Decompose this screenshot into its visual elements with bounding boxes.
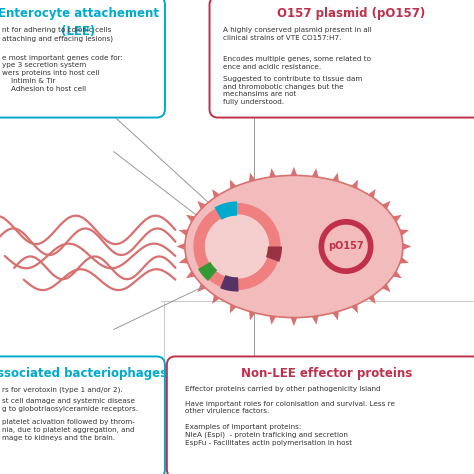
Polygon shape (214, 201, 237, 220)
Polygon shape (249, 173, 255, 182)
Polygon shape (332, 311, 339, 320)
Polygon shape (230, 304, 237, 313)
Text: Enterocyte attachement: Enterocyte attachement (0, 7, 159, 20)
Polygon shape (186, 215, 195, 222)
Polygon shape (291, 167, 297, 175)
Text: rs for verotoxin (type 1 and/or 2).: rs for verotoxin (type 1 and/or 2). (2, 386, 123, 393)
Text: O157 plasmid (pO157): O157 plasmid (pO157) (277, 7, 425, 20)
FancyBboxPatch shape (0, 356, 165, 474)
FancyBboxPatch shape (210, 0, 474, 118)
Polygon shape (382, 283, 391, 292)
Circle shape (319, 219, 374, 274)
Polygon shape (400, 229, 409, 236)
Polygon shape (368, 189, 375, 198)
Polygon shape (179, 229, 188, 236)
Polygon shape (319, 219, 374, 274)
Text: Suggested to contribute to tissue dam
and thromobotic changes but the
mechansims: Suggested to contribute to tissue dam an… (223, 76, 362, 105)
Polygon shape (176, 243, 185, 250)
Polygon shape (393, 215, 402, 222)
Polygon shape (179, 257, 188, 264)
Polygon shape (269, 316, 276, 325)
Polygon shape (212, 295, 219, 304)
Polygon shape (368, 295, 375, 304)
Polygon shape (400, 257, 409, 264)
Polygon shape (312, 316, 319, 325)
Text: Effector proteins carried by other pathogenicity island: Effector proteins carried by other patho… (185, 386, 381, 392)
Text: platelet acivation followed by throm-
nia, due to platelet aggregation, and
mage: platelet acivation followed by throm- ni… (2, 419, 135, 441)
FancyBboxPatch shape (167, 356, 474, 474)
Polygon shape (249, 311, 255, 320)
Polygon shape (403, 243, 411, 250)
Polygon shape (193, 203, 281, 290)
Polygon shape (332, 173, 339, 182)
Polygon shape (269, 168, 276, 177)
Polygon shape (220, 275, 238, 292)
Polygon shape (186, 271, 195, 278)
Text: st cell damage and systemic disease
g to globotriaosylceramide receptors.: st cell damage and systemic disease g to… (2, 398, 138, 412)
Text: pO157: pO157 (328, 241, 364, 252)
Text: Examples of important proteins:
NleA (EspI)  - protein traficking and secretion
: Examples of important proteins: NleA (Es… (185, 424, 352, 446)
Text: e most important genes code for:
ype 3 secretion system
wers proteins into host : e most important genes code for: ype 3 s… (2, 55, 123, 91)
Text: (LEE): (LEE) (61, 25, 95, 38)
Circle shape (205, 214, 269, 279)
Polygon shape (291, 318, 297, 326)
Polygon shape (382, 201, 391, 210)
Polygon shape (197, 201, 206, 210)
Polygon shape (197, 283, 206, 292)
Text: A highly conserved plasmid present in all
clinical strains of VTE CO157:H7.: A highly conserved plasmid present in al… (223, 27, 372, 41)
Polygon shape (212, 189, 219, 198)
Text: Have important roles for colonisation and survival. Less re
other virulence fact: Have important roles for colonisation an… (185, 401, 395, 414)
Polygon shape (198, 262, 217, 281)
Polygon shape (393, 271, 402, 278)
Polygon shape (230, 180, 237, 189)
FancyBboxPatch shape (0, 0, 165, 118)
Text: Encodes multiple genes, some related to
ence and acidic resistance.: Encodes multiple genes, some related to … (223, 56, 371, 70)
Polygon shape (351, 304, 358, 313)
Polygon shape (266, 246, 282, 262)
Polygon shape (351, 180, 358, 189)
Polygon shape (312, 168, 319, 177)
Text: nt for adhering to colonic cells
attaching and effacing lesions): nt for adhering to colonic cells attachi… (2, 27, 113, 42)
Ellipse shape (185, 175, 403, 318)
Text: associated bacteriophages: associated bacteriophages (0, 367, 167, 380)
Text: Non-LEE effector proteins: Non-LEE effector proteins (241, 367, 413, 380)
